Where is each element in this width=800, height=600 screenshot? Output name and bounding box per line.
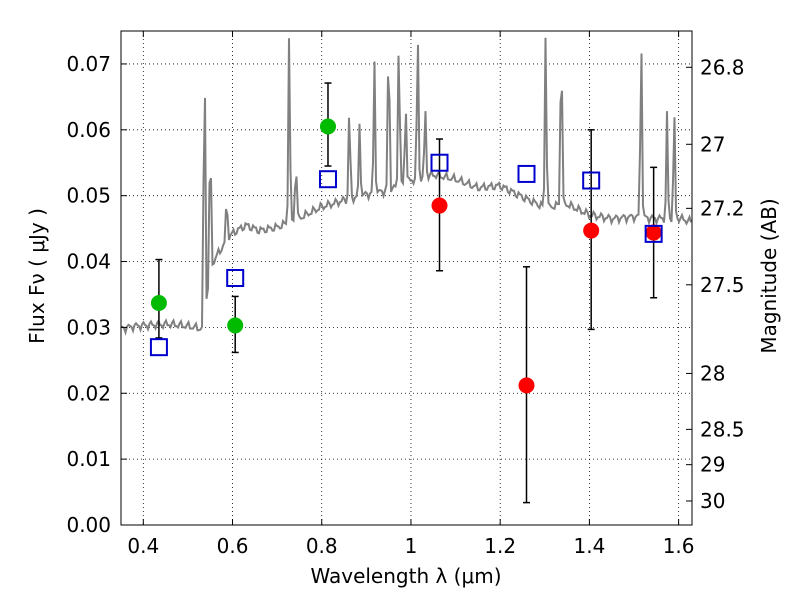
y2-tick-label-7: 30 (700, 489, 725, 513)
square-marker-5 (582, 171, 601, 190)
point-0-2 (319, 118, 336, 135)
square-marker-6 (644, 224, 663, 243)
y2-tick-label-3: 27.5 (700, 273, 745, 297)
x-axis-ticks: 0.4 0.6 0.8 1 1.2 1.4 1.6 (127, 31, 695, 558)
y-tick-label-0: 0.00 (66, 513, 111, 537)
x-tick-label-5: 1.4 (573, 534, 605, 558)
x-tick-label-3: 1 (405, 534, 418, 558)
point-0-1 (227, 317, 244, 334)
y-tick-label-6: 0.06 (66, 118, 111, 142)
spectrum-line (120, 37, 692, 336)
y2-tick-label-5: 28.5 (700, 417, 745, 441)
x-tick-label-6: 1.6 (663, 534, 695, 558)
x-axis-label: Wavelength λ (μm) (310, 564, 501, 588)
y2-tick-label-4: 28 (700, 361, 725, 385)
point-1-0 (431, 197, 448, 214)
point-1-1 (518, 377, 535, 394)
y-axis-label: Flux Fν ( μJy ) (25, 208, 49, 344)
y2-tick-label-1: 27 (700, 132, 725, 156)
y-axis-ticks: 0.00 0.01 0.02 0.03 0.04 0.05 0.06 0.07 (66, 52, 127, 537)
square-marker-4 (517, 164, 536, 183)
y-tick-label-1: 0.01 (66, 447, 111, 471)
plot-frame (120, 30, 693, 526)
data-markers (149, 118, 663, 394)
x-tick-label-2: 0.8 (306, 534, 338, 558)
square-marker-2 (318, 170, 337, 189)
point-1-2 (583, 222, 600, 239)
y-tick-label-5: 0.05 (66, 184, 111, 208)
y-tick-label-2: 0.02 (66, 381, 111, 405)
y-tick-label-3: 0.03 (66, 315, 111, 339)
y2-tick-label-2: 27.2 (700, 196, 745, 220)
point-1-3 (645, 224, 662, 241)
square-marker-1 (226, 269, 245, 287)
right-axis-label: Magnitude (AB) (757, 198, 781, 353)
square-marker-0 (149, 338, 168, 357)
y2-tick-label-0: 26.8 (700, 55, 745, 79)
x-tick-label-0: 0.4 (127, 534, 159, 558)
x-tick-label-4: 1.2 (484, 534, 516, 558)
y2-axis-ticks: 26.8 27 27.2 27.5 28 28.5 29 30 (686, 55, 745, 513)
y-tick-label-4: 0.04 (66, 250, 111, 274)
model-spectrum (120, 37, 692, 336)
x-tick-label-1: 0.6 (217, 534, 249, 558)
y2-tick-label-6: 29 (700, 453, 725, 477)
point-0-0 (150, 295, 167, 312)
y-tick-label-7: 0.07 (66, 52, 111, 76)
square-marker-3 (430, 153, 449, 172)
